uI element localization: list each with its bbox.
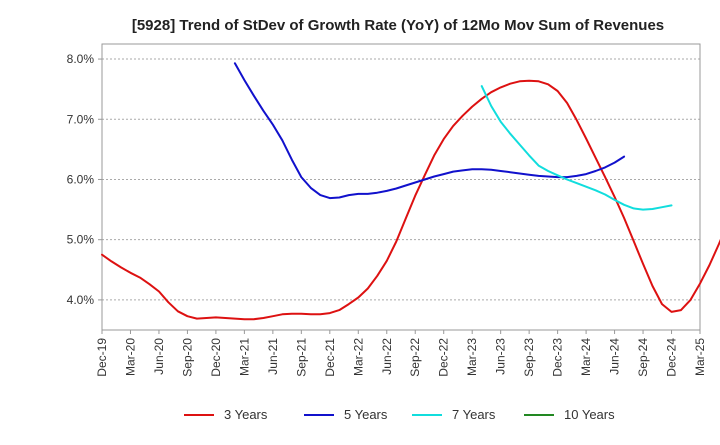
chart-title: [5928] Trend of StDev of Growth Rate (Yo…: [132, 17, 664, 34]
series-line-3-years: [101, 79, 720, 321]
x-tick-label: Mar-25: [693, 338, 707, 376]
x-tick-label: Dec-19: [95, 338, 109, 377]
y-tick-label: 4.0%: [67, 293, 95, 307]
x-tick-label: Mar-21: [237, 338, 251, 376]
x-tick-label: Mar-23: [465, 338, 479, 376]
legend-label: 10 Years: [564, 407, 615, 422]
series-line-5-years: [233, 62, 626, 200]
plot-frame: [101, 43, 701, 331]
axis-layer: 4.0% 5.0% 6.0% 7.0% 8.0% Dec-19 Mar-20 Jun-20 Se…: [67, 43, 707, 377]
x-tick-label: Dec-23: [551, 338, 565, 377]
y-tick-label: 7.0%: [67, 112, 95, 126]
x-tick-label: Dec-22: [437, 338, 451, 377]
x-tick-label: Jun-23: [494, 338, 508, 375]
x-tick-label: Sep-23: [522, 338, 536, 377]
x-tick-label: Mar-24: [579, 338, 593, 376]
series-layer: [101, 62, 720, 321]
legend-item-7-years: 7 Years: [412, 407, 496, 422]
y-tick-label: 6.0%: [67, 172, 95, 186]
legend-item-10-years: 10 Years: [524, 407, 615, 422]
x-tick-label: Sep-22: [408, 338, 422, 377]
legend-label: 3 Years: [224, 407, 268, 422]
x-tick-label: Mar-22: [351, 338, 365, 376]
x-tick-label: Jun-22: [380, 338, 394, 375]
x-tick-label: Jun-24: [608, 338, 622, 375]
x-tick-label: Dec-24: [665, 338, 679, 377]
legend-label: 7 Years: [452, 407, 496, 422]
x-tick-label: Sep-21: [294, 338, 308, 377]
x-tick-label: Jun-21: [266, 338, 280, 375]
x-tick-label: Dec-21: [323, 338, 337, 377]
grid-layer: [102, 58, 700, 301]
x-tick-label: Sep-20: [180, 338, 194, 377]
series-line-7-years: [480, 85, 673, 211]
legend-item-3-years: 3 Years: [184, 407, 268, 422]
legend-item-5-years: 5 Years: [304, 407, 388, 422]
x-tick-label: Mar-20: [123, 338, 137, 376]
x-tick-label: Sep-24: [636, 338, 650, 377]
x-tick-label: Dec-20: [209, 338, 223, 377]
y-tick-label: 5.0%: [67, 233, 95, 247]
legend-label: 5 Years: [344, 407, 388, 422]
x-tick-label: Jun-20: [152, 338, 166, 375]
y-tick-label: 8.0%: [67, 52, 95, 66]
legend: 3 Years 5 Years 7 Years 10 Years: [184, 407, 615, 422]
